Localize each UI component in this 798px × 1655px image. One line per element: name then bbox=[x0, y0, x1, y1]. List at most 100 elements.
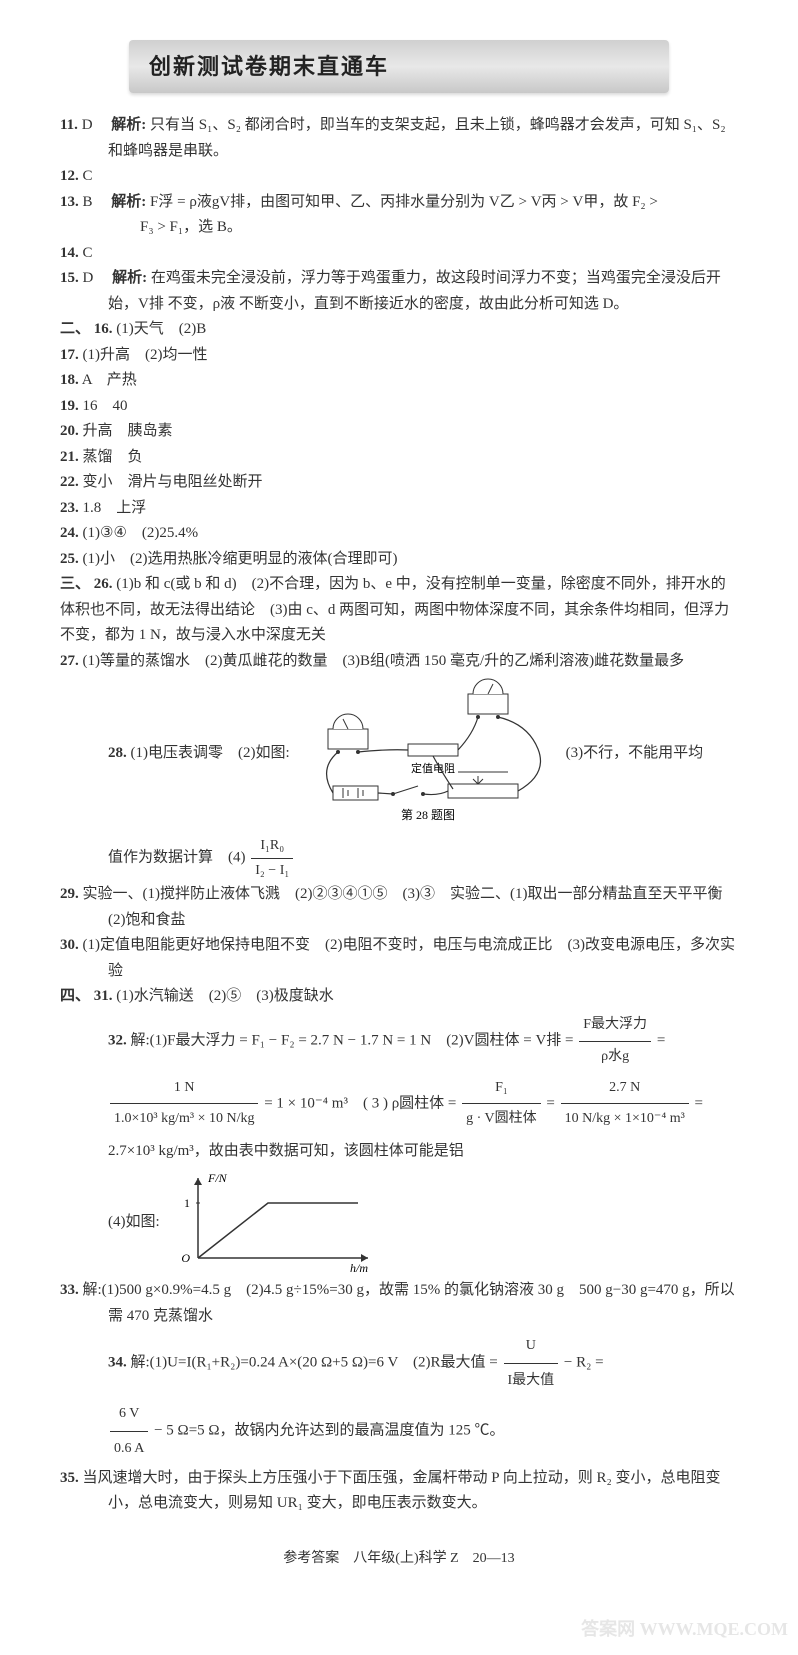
q28-right-text: (3)不行，不能用平均 bbox=[566, 741, 704, 767]
item-num: 35. bbox=[60, 1470, 79, 1486]
frac-num: 6 V bbox=[110, 1397, 148, 1432]
item-text: 1.8 上浮 bbox=[83, 500, 147, 516]
banner-text: 创新测试卷期末直通车 bbox=[149, 54, 389, 79]
section-2-row: 二、 16. (1)天气 (2)B bbox=[60, 317, 738, 343]
item-text: 实验一、(1)搅拌防止液体飞溅 (2)②③④①⑤ (3)③ 实验二、(1)取出一… bbox=[83, 886, 738, 928]
title-banner: 创新测试卷期末直通车 bbox=[129, 40, 669, 93]
item-num: 20. bbox=[60, 423, 79, 439]
frac-den: I₂ − I₁ bbox=[251, 859, 293, 883]
item-answer: C bbox=[83, 168, 93, 184]
analysis-text: F₃ > F₁，选 B。 bbox=[140, 219, 242, 235]
answer-item-32: 32. 解:(1)F最大浮力 = F₁ − F₂ = 2.7 N − 1.7 N… bbox=[108, 1010, 738, 1168]
origin: O bbox=[181, 1251, 190, 1265]
item-text: A 产热 bbox=[82, 372, 137, 388]
analysis-label: 解析: bbox=[112, 270, 147, 286]
figure-caption: 第 28 题图 bbox=[401, 808, 455, 822]
item-num: 29. bbox=[60, 886, 79, 902]
analysis-text: 在鸡蛋未完全浸没前，浮力等于鸡蛋重力，故这段时间浮力不变；当鸡蛋完全浸没后开始，… bbox=[108, 270, 721, 312]
frac-num: F最大浮力 bbox=[579, 1010, 651, 1042]
item-text: (1)水汽输送 (2)⑤ (3)极度缺水 bbox=[116, 988, 333, 1004]
item-text: 解:(1)500 g×0.9%=4.5 g (2)4.5 g÷15%=30 g，… bbox=[83, 1282, 735, 1324]
answer-item-18: 18. A 产热 bbox=[108, 368, 738, 394]
item-text: 变小 滑片与电阻丝处断开 bbox=[83, 474, 263, 490]
q32-part4: (4)如图: bbox=[108, 1210, 160, 1236]
document-page: 创新测试卷期末直通车 11. D 解析: 只有当 S₁、S₂ 都闭合时，即当车的… bbox=[0, 0, 798, 1655]
answer-item-12: 12. C bbox=[108, 164, 738, 190]
y-axis-label: F/N bbox=[207, 1171, 228, 1185]
answer-item-28-cont: 值作为数据计算 (4) I₁R₀ I₂ − I₁ bbox=[108, 834, 738, 883]
item-num: 11. bbox=[60, 117, 78, 133]
item-num: 25. bbox=[60, 551, 79, 567]
tick-1: 1 bbox=[184, 1196, 190, 1210]
item-num: 15. bbox=[60, 270, 79, 286]
section-label: 三、 bbox=[60, 576, 90, 592]
answer-item-13-cont: F₃ > F₁，选 B。 bbox=[140, 215, 738, 241]
frac-den: g · V圆柱体 bbox=[462, 1104, 541, 1135]
answer-item-21: 21. 蒸馏 负 bbox=[108, 445, 738, 471]
frac-den: ρ水g bbox=[579, 1042, 651, 1073]
item-num: 26. bbox=[94, 576, 113, 592]
answer-item-23: 23. 1.8 上浮 bbox=[108, 496, 738, 522]
q34-line2: − 5 Ω=5 Ω，故锅内允许达到的最高温度值为 125 ℃。 bbox=[154, 1423, 504, 1439]
item-num: 30. bbox=[60, 937, 79, 953]
item-answer: D bbox=[83, 270, 94, 286]
frac-num: U bbox=[504, 1329, 559, 1364]
page-footer: 参考答案 八年级(上)科学 Z 20—13 bbox=[60, 1547, 738, 1571]
item-text: 蒸馏 负 bbox=[83, 449, 143, 465]
frac-den: I最大值 bbox=[504, 1364, 559, 1398]
item-num: 12. bbox=[60, 168, 79, 184]
answer-item-25: 25. (1)小 (2)选用热胀冷缩更明显的液体(合理即可) bbox=[108, 547, 738, 573]
answer-item-33: 33. 解:(1)500 g×0.9%=4.5 g (2)4.5 g÷15%=3… bbox=[108, 1278, 738, 1329]
answer-item-13: 13. B 解析: F浮 = ρ液gV排，由图可知甲、乙、丙排水量分别为 V乙 … bbox=[108, 190, 738, 216]
item-text: (1)小 (2)选用热胀冷缩更明显的液体(合理即可) bbox=[83, 551, 398, 567]
eq: = bbox=[546, 1095, 558, 1111]
fraction: F最大浮力 ρ水g bbox=[579, 1010, 651, 1073]
answer-item-28: 28. (1)电压表调零 (2)如图: bbox=[108, 674, 738, 834]
item-num: 33. bbox=[60, 1282, 79, 1298]
eq: = bbox=[657, 1033, 665, 1049]
frac-den: 1.0×10³ kg/m³ × 10 N/kg bbox=[110, 1104, 258, 1135]
item-text: (1)等量的蒸馏水 (2)黄瓜雌花的数量 (3)B组(喷洒 150 毫克/升的乙… bbox=[83, 653, 685, 669]
item-num: 17. bbox=[60, 347, 79, 363]
fraction: 2.7 N 10 N/kg × 1×10⁻⁴ m³ bbox=[561, 1073, 689, 1136]
item-num: 18. bbox=[60, 372, 79, 388]
frac-num: F₁ bbox=[462, 1073, 541, 1105]
item-num: 28. bbox=[108, 745, 127, 761]
answer-item-30: 30. (1)定值电阻能更好地保持电阻不变 (2)电阻不变时，电压与电流成正比 … bbox=[108, 933, 738, 984]
item-num: 16. bbox=[94, 321, 113, 337]
section-3-row: 三、 26. (1)b 和 c(或 b 和 d) (2)不合理，因为 b、e 中… bbox=[60, 572, 738, 649]
q34-line1a: 解:(1)U=I(R₁+R₂)=0.24 A×(20 Ω+5 Ω)=6 V (2… bbox=[131, 1355, 502, 1371]
answer-item-14: 14. C bbox=[108, 241, 738, 267]
answer-item-22: 22. 变小 滑片与电阻丝处断开 bbox=[108, 470, 738, 496]
item-text: (1)定值电阻能更好地保持电阻不变 (2)电阻不变时，电压与电流成正比 (3)改… bbox=[83, 937, 735, 979]
analysis-label: 解析: bbox=[111, 194, 146, 210]
answer-item-27: 27. (1)等量的蒸馏水 (2)黄瓜雌花的数量 (3)B组(喷洒 150 毫克… bbox=[108, 649, 738, 675]
x-axis-label: h/m bbox=[350, 1261, 368, 1275]
frac-num: 1 N bbox=[110, 1073, 258, 1105]
analysis-text: 只有当 S₁、S₂ 都闭合时，即当车的支架支起，且未上锁，蜂鸣器才会发声，可知 … bbox=[108, 117, 726, 159]
item-text: (1)b 和 c(或 b 和 d) (2)不合理，因为 b、e 中，没有控制单一… bbox=[60, 576, 729, 643]
item-num: 19. bbox=[60, 398, 79, 414]
frac-den: 0.6 A bbox=[110, 1432, 148, 1466]
buoyancy-chart: 1 O F/N h/m bbox=[168, 1168, 388, 1278]
fraction: I₁R₀ I₂ − I₁ bbox=[251, 834, 293, 883]
q28-left-text: 28. (1)电压表调零 (2)如图: bbox=[108, 741, 290, 767]
answer-item-29: 29. 实验一、(1)搅拌防止液体飞溅 (2)②③④①⑤ (3)③ 实验二、(1… bbox=[108, 882, 738, 933]
item-text: (1)③④ (2)25.4% bbox=[83, 525, 199, 541]
analysis-label: 解析: bbox=[111, 117, 146, 133]
q32-mid: = 1 × 10⁻⁴ m³ ( 3 ) ρ圆柱体 = bbox=[264, 1095, 460, 1111]
item-num: 34. bbox=[108, 1355, 127, 1371]
fraction: F₁ g · V圆柱体 bbox=[462, 1073, 541, 1136]
item-answer: B bbox=[83, 194, 93, 210]
frac-num: I₁R₀ bbox=[251, 834, 293, 859]
fraction: 6 V 0.6 A bbox=[110, 1397, 148, 1465]
answer-item-35: 35. 当风速增大时，由于探头上方压强小于下面压强，金属杆带动 P 向上拉动，则… bbox=[108, 1466, 738, 1517]
answer-item-17: 17. (1)升高 (2)均一性 bbox=[108, 343, 738, 369]
item-num: 13. bbox=[60, 194, 79, 210]
section-label: 四、 bbox=[60, 988, 90, 1004]
item-text: 升高 胰岛素 bbox=[83, 423, 173, 439]
q34-line1b: − R₂ = bbox=[564, 1355, 604, 1371]
answer-item-11: 11. D 解析: 只有当 S₁、S₂ 都闭合时，即当车的支架支起，且未上锁，蜂… bbox=[108, 113, 738, 164]
item-text: (1)升高 (2)均一性 bbox=[83, 347, 208, 363]
item-text: 16 40 bbox=[83, 398, 128, 414]
